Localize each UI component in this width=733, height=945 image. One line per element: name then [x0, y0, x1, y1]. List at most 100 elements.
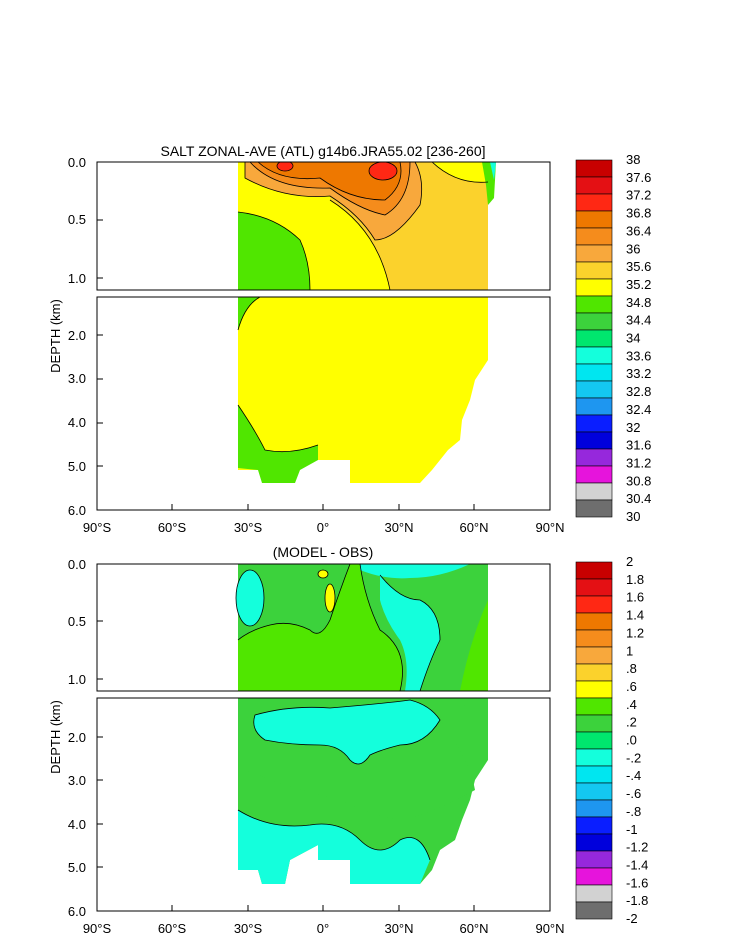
- colorbar-label: .8: [626, 661, 637, 676]
- xtick-label: 0°: [317, 921, 329, 936]
- colorbar-label: .4: [626, 697, 637, 712]
- colorbar-swatch: [575, 612, 613, 631]
- colorbar-label: 31.2: [626, 455, 651, 470]
- colorbar-label: 1: [626, 643, 633, 658]
- colorbar-swatch: [575, 193, 613, 212]
- diff-upper-contours: [235, 564, 441, 691]
- colorbar-label: 31.6: [626, 438, 651, 453]
- colorbar-swatch: [575, 227, 613, 246]
- colorbar-swatch: [575, 731, 613, 750]
- colorbar-swatch: [575, 782, 613, 801]
- xtick-label: 60°N: [459, 921, 488, 936]
- chart-title: SALT ZONAL-AVE (ATL) g14b6.JRA55.02 [236…: [160, 143, 485, 159]
- ytick-label: 2.0: [68, 328, 86, 343]
- colorbar-label: 30.4: [626, 491, 651, 506]
- diff-xticks: 90°S 60°S 30°S 0° 30°N 60°N 90°N: [83, 921, 565, 936]
- colorbar-label: 1.2: [626, 625, 644, 640]
- colorbar-swatch: [575, 816, 613, 835]
- salt-abyssal-low: [238, 405, 318, 483]
- colorbar-swatch: [575, 697, 613, 716]
- colorbar-swatch: [575, 680, 613, 699]
- colorbar-swatch: [575, 482, 613, 501]
- colorbar-swatch: [575, 850, 613, 869]
- colorbar-label: 35.2: [626, 277, 651, 292]
- salt-low-region: [238, 212, 310, 290]
- colorbar-label: -1.2: [626, 840, 648, 855]
- colorbar-swatch: [575, 663, 613, 682]
- colorbar-swatch: [575, 765, 613, 784]
- xtick-label: 30°S: [234, 921, 263, 936]
- xtick-label: 30°S: [234, 520, 263, 535]
- colorbar-swatch: [575, 884, 613, 903]
- salt-upper-fill: [238, 162, 496, 290]
- ytick-label: 0.0: [68, 155, 86, 170]
- diff-colorbar: 21.81.61.41.21.8.6.4.2.0-.2-.4-.6-.8-1-1…: [575, 554, 648, 926]
- colorbar-label: 1.8: [626, 572, 644, 587]
- colorbar-swatch: [575, 261, 613, 280]
- colorbar-label: -.8: [626, 804, 641, 819]
- xtick-label: 90°N: [535, 921, 564, 936]
- colorbar-label: 32: [626, 420, 640, 435]
- colorbar-swatch: [575, 748, 613, 767]
- colorbar-label: 32.8: [626, 384, 651, 399]
- colorbar-swatch: [575, 312, 613, 331]
- xtick-label: 90°S: [83, 921, 112, 936]
- ytick-label: 6.0: [68, 503, 86, 518]
- colorbar-swatch: [575, 499, 613, 518]
- colorbar-label: 36: [626, 241, 640, 256]
- colorbar-label: 38: [626, 152, 640, 167]
- colorbar-label: 34: [626, 331, 640, 346]
- salt-upper-contours: [237, 162, 489, 290]
- colorbar-label: 2: [626, 554, 633, 569]
- y-axis-label: DEPTH (km): [48, 700, 63, 774]
- colorbar-label: -1: [626, 822, 638, 837]
- ytick-label: 3.0: [68, 371, 86, 386]
- diff-lower-contours: [237, 699, 441, 861]
- colorbar-swatch: [575, 646, 613, 665]
- colorbar-swatch: [575, 629, 613, 648]
- colorbar-label: -1.4: [626, 857, 648, 872]
- colorbar-label: 33.6: [626, 348, 651, 363]
- diff-lower-fill: [238, 698, 488, 884]
- ytick-label: 0.5: [68, 614, 86, 629]
- colorbar-swatch: [575, 799, 613, 818]
- colorbar-label: -1.8: [626, 893, 648, 908]
- colorbar-label: 35.6: [626, 259, 651, 274]
- colorbar-label: .0: [626, 733, 637, 748]
- colorbar-swatch: [575, 901, 613, 920]
- ytick-label: 3.0: [68, 773, 86, 788]
- xtick-label: 60°N: [459, 520, 488, 535]
- xtick-label: 30°N: [384, 520, 413, 535]
- diff-upper-frame: [96, 563, 551, 692]
- diff-yticks-marks: [97, 563, 103, 868]
- ytick-label: 4.0: [68, 817, 86, 832]
- diff-xticks-marks: [171, 905, 475, 911]
- diff-neg-mid: [253, 700, 440, 764]
- colorbar-swatch: [575, 397, 613, 416]
- salt-max-north: [369, 162, 397, 180]
- colorbar-swatch: [575, 329, 613, 348]
- ytick-label: 5.0: [68, 860, 86, 875]
- colorbar-label: -2: [626, 911, 638, 926]
- colorbar-label: -.2: [626, 750, 641, 765]
- ytick-label: 1.0: [68, 672, 86, 687]
- colorbar-label: -.4: [626, 768, 641, 783]
- colorbar-swatch: [575, 833, 613, 852]
- salt-coastal-strip2: [490, 162, 496, 180]
- colorbar-label: 30.8: [626, 473, 651, 488]
- colorbar-label: 34.8: [626, 295, 651, 310]
- colorbar-label: -.6: [626, 786, 641, 801]
- salt-lower-contours: [237, 297, 319, 453]
- colorbar-swatch: [575, 295, 613, 314]
- xtick-label: 0°: [317, 520, 329, 535]
- salt-deep-region: [238, 297, 488, 483]
- salt-yticks: 0.0 0.5 1.0 2.0 3.0 4.0 5.0 6.0: [68, 155, 86, 518]
- colorbar-label: 32.4: [626, 402, 651, 417]
- colorbar-swatch: [575, 595, 613, 614]
- xtick-label: 90°N: [535, 520, 564, 535]
- colorbar-swatch: [575, 210, 613, 229]
- colorbar-swatch: [575, 561, 613, 580]
- colorbar-label: 36.4: [626, 223, 651, 238]
- salt-xticks: 90°S 60°S 30°S 0° 30°N 60°N 90°N: [83, 520, 565, 535]
